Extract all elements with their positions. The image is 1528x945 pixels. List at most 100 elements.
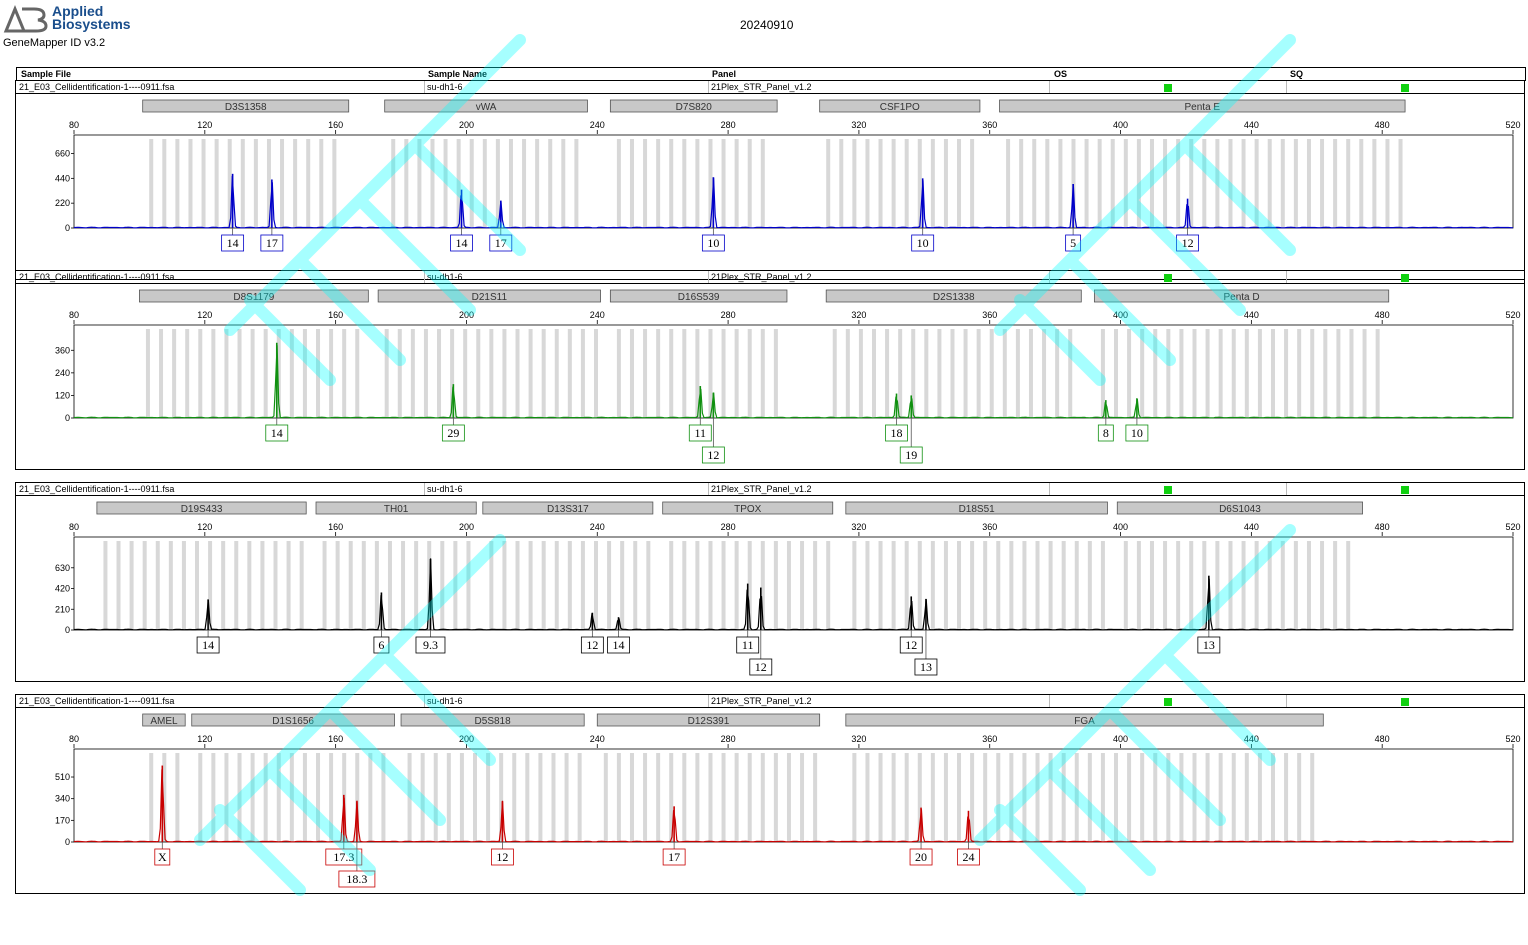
locus-name: D3S1358 xyxy=(225,102,267,113)
allele-call-box xyxy=(373,636,390,654)
allele-bins xyxy=(103,541,1351,630)
allele-call-box xyxy=(1065,234,1082,252)
allele-call-box xyxy=(1197,636,1221,654)
column-divider xyxy=(424,81,425,93)
x-tick-label: 480 xyxy=(1375,522,1390,532)
dye-panel-1: 21_E03_Cellidentification-1----0911.fsa s… xyxy=(15,80,1525,280)
x-tick-label: 80 xyxy=(69,310,79,320)
x-tick-label: 160 xyxy=(328,734,343,744)
x-axis: 80 120 160 200 240 280 320 360 400 440 480 520 xyxy=(69,734,1521,748)
allele-call-label: 20 xyxy=(915,850,927,864)
peak: 14 xyxy=(450,189,473,252)
x-tick-label: 480 xyxy=(1375,120,1390,130)
y-tick-label: 0 xyxy=(65,837,70,847)
x-tick-label: 240 xyxy=(590,734,605,744)
peak: 19 xyxy=(899,395,923,464)
locus-marker: D12S391 xyxy=(596,713,821,727)
x-tick-label: 160 xyxy=(328,522,343,532)
x-axis: 80 120 160 200 240 280 320 360 400 440 480 520 xyxy=(69,120,1521,134)
sq-quality-flag xyxy=(1401,698,1409,706)
locus-marker: D18S51 xyxy=(845,501,1108,515)
allele-call-label: 24 xyxy=(962,850,974,864)
allele-call-label: 17 xyxy=(266,236,278,250)
peak: 14 xyxy=(607,617,630,654)
allele-bins xyxy=(145,329,1380,418)
allele-call-label: 5 xyxy=(1070,236,1076,250)
x-tick-label: 440 xyxy=(1244,120,1259,130)
panel-value: 21Plex_STR_Panel_v1.2 xyxy=(711,696,812,706)
x-tick-label: 120 xyxy=(197,734,212,744)
peak: 20 xyxy=(909,807,933,866)
sample-name-value: su-dh1-6 xyxy=(427,272,463,282)
allele-call-label: 11 xyxy=(742,638,754,652)
allele-call-label: 12 xyxy=(1182,236,1194,250)
allele-call-label: 14 xyxy=(227,236,239,250)
allele-call-box xyxy=(154,848,171,866)
allele-call-box xyxy=(701,234,725,252)
locus-name: D21S11 xyxy=(472,292,508,303)
x-tick-label: 280 xyxy=(721,310,736,320)
column-divider xyxy=(1286,695,1287,707)
column-divider xyxy=(708,695,709,707)
sample-file-value: 21_E03_Cellidentification-1----0911.fsa xyxy=(19,696,175,706)
peak: X xyxy=(154,765,171,866)
peak: 5 xyxy=(1065,183,1082,252)
peak: 11 xyxy=(688,386,712,442)
locus-name: vWA xyxy=(476,102,497,113)
allele-call-box xyxy=(260,234,284,252)
y-axis: 0 170 340 510 xyxy=(55,772,74,847)
allele-call-box xyxy=(909,848,933,866)
locus-marker: D8S1179 xyxy=(139,289,369,303)
locus-marker: D7S820 xyxy=(609,99,778,113)
allele-call-box xyxy=(957,848,980,866)
x-tick-label: 280 xyxy=(721,522,736,532)
locus-name: D12S391 xyxy=(688,716,730,727)
x-tick-label: 360 xyxy=(982,120,997,130)
allele-call-box xyxy=(489,234,513,252)
peak: 18 xyxy=(885,393,908,442)
locus-marker: D3S1358 xyxy=(142,99,350,113)
panel-value: 21Plex_STR_Panel_v1.2 xyxy=(711,484,812,494)
os-quality-flag xyxy=(1164,698,1172,706)
sq-quality-flag xyxy=(1401,274,1409,282)
allele-call-box xyxy=(688,424,712,442)
peak: 11 xyxy=(736,583,760,654)
peak: 12 xyxy=(701,392,725,464)
locus-marker: Penta D xyxy=(1093,289,1390,303)
allele-call-box xyxy=(325,848,363,866)
x-tick-label: 320 xyxy=(851,120,866,130)
locus-name: D2S1338 xyxy=(933,292,975,303)
ab-logo-icon xyxy=(3,5,48,33)
allele-call-label: 13 xyxy=(1203,638,1215,652)
peak: 29 xyxy=(441,384,465,442)
peak: 24 xyxy=(957,810,980,866)
sample-info-row: 21_E03_Cellidentification-1----0911.fsa s… xyxy=(16,271,1524,284)
allele-call-box xyxy=(914,658,938,676)
locus-name: CSF1PO xyxy=(880,102,920,113)
peak: 14 xyxy=(221,173,245,252)
allele-call-label: 14 xyxy=(456,236,468,250)
y-tick-label: 120 xyxy=(55,390,70,400)
x-tick-label: 520 xyxy=(1505,310,1520,320)
allele-call-box xyxy=(450,234,473,252)
peak: 10 xyxy=(911,178,935,252)
peak: 14 xyxy=(265,342,289,442)
signal-trace xyxy=(74,345,1513,419)
sq-quality-flag xyxy=(1401,486,1409,494)
x-tick-label: 240 xyxy=(590,522,605,532)
y-axis: 0 220 440 660 xyxy=(55,149,74,233)
y-tick-label: 240 xyxy=(55,368,70,378)
column-divider xyxy=(424,695,425,707)
locus-marker: CSF1PO xyxy=(819,99,981,113)
allele-call-box xyxy=(911,234,935,252)
x-tick-label: 200 xyxy=(459,310,474,320)
dye-panel-3: 21_E03_Cellidentification-1----0911.fsa s… xyxy=(15,482,1525,682)
y-tick-label: 0 xyxy=(65,625,70,635)
locus-name: TH01 xyxy=(384,504,409,515)
locus-name: D16S539 xyxy=(678,292,720,303)
column-divider xyxy=(1286,483,1287,495)
locus-marker: D19S433 xyxy=(96,501,307,515)
x-tick-label: 120 xyxy=(197,310,212,320)
x-tick-label: 240 xyxy=(590,120,605,130)
